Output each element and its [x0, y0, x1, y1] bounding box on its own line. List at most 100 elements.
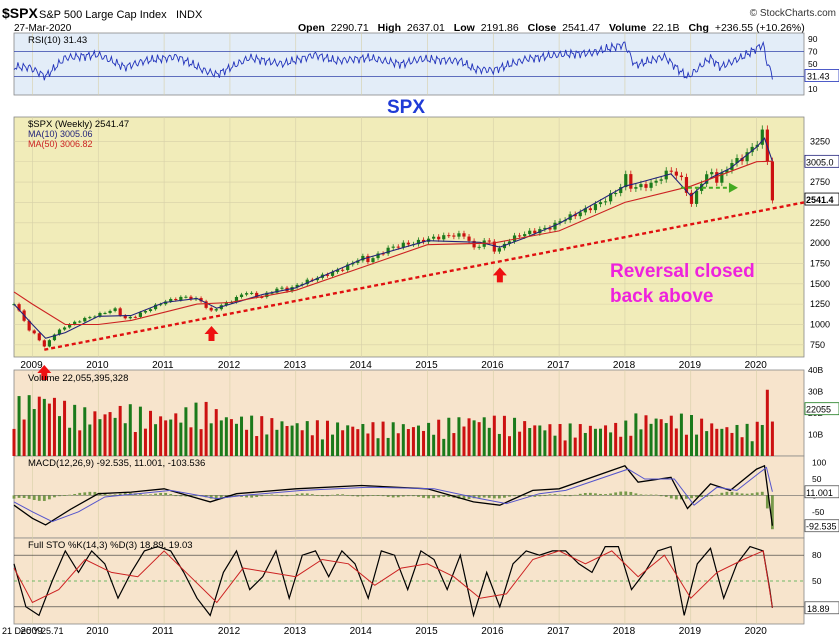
price-candle-body	[543, 227, 547, 230]
macd-histogram-bar	[599, 493, 602, 496]
volume-bar	[690, 415, 694, 456]
macd-histogram-bar	[720, 492, 724, 496]
price-candle-body	[184, 296, 188, 298]
volume-bar	[705, 431, 709, 456]
macd-histogram-bar	[260, 495, 264, 497]
price-candle-body	[169, 299, 173, 302]
volume-bar	[740, 437, 744, 456]
price-candle-body	[17, 304, 21, 311]
macd-histogram-bar	[543, 495, 547, 497]
volume-bar	[629, 435, 633, 456]
price-candle-body	[244, 293, 249, 295]
year-tick-label: 2017	[547, 360, 570, 371]
price-candle-body	[523, 234, 527, 237]
price-candle-body	[108, 310, 112, 313]
year-tick-label: 2012	[218, 360, 241, 371]
price-candle-body	[214, 309, 218, 311]
year-tick-label: 2016	[481, 360, 504, 371]
price-candle-body	[720, 172, 724, 183]
volume-bar	[336, 422, 340, 456]
price-candle-body	[376, 253, 380, 259]
macd-histogram-bar	[209, 495, 213, 499]
price-candle-body	[128, 316, 132, 319]
macd-histogram-bar	[614, 492, 618, 496]
macd-histogram-bar	[594, 493, 597, 496]
price-candle-body	[649, 182, 653, 188]
volume-bar	[174, 413, 178, 456]
macd-histogram-bar	[184, 495, 188, 497]
volume-bar	[457, 417, 461, 456]
rsi-legend: RSI(10) 31.43	[28, 35, 87, 46]
rsi-tick-label: 90	[808, 34, 818, 44]
volume-bar	[123, 423, 127, 456]
macd-histogram-bar	[108, 494, 112, 496]
macd-histogram-bar	[396, 495, 400, 498]
price-candle-body	[224, 302, 228, 306]
volume-bar	[639, 429, 643, 456]
macd-histogram-bar	[230, 495, 233, 497]
macd-histogram-bar	[467, 495, 471, 499]
price-candle-body	[260, 296, 264, 298]
volume-bar	[523, 421, 527, 456]
footer-info: 21 Dec Y-25.71	[2, 626, 64, 636]
volume-bar	[219, 420, 223, 456]
macd-histogram-bar	[705, 495, 709, 497]
volume-bar	[189, 427, 193, 456]
price-candle-body	[654, 180, 658, 183]
price-candle-body	[437, 236, 441, 240]
macd-histogram-bar	[280, 495, 284, 497]
macd-histogram-bar	[118, 493, 122, 496]
price-candle-body	[760, 129, 764, 145]
rsi-tick-label: 50	[808, 59, 818, 69]
volume-bar	[229, 419, 233, 456]
price-tick-label: 1000	[810, 319, 830, 329]
macd-histogram-bar	[725, 491, 729, 496]
volume-bar	[381, 421, 385, 456]
sto-tick-label: 80	[812, 550, 822, 560]
macd-histogram-bar	[245, 495, 248, 498]
price-panel	[13, 116, 805, 358]
volume-bar	[260, 416, 264, 456]
price-candle-body	[88, 317, 92, 319]
volume-bar	[63, 400, 67, 456]
volume-value: 22.1B	[652, 22, 679, 34]
volume-bar	[588, 425, 592, 456]
volume-bar	[245, 429, 249, 456]
price-candle-body	[578, 212, 582, 217]
volume-bar	[416, 425, 420, 456]
macd-histogram-bar	[149, 494, 152, 496]
close-value: 2541.47	[562, 22, 600, 34]
macd-histogram-bar	[391, 495, 395, 498]
year-tick-label: 2011	[152, 360, 174, 371]
volume-bar	[179, 422, 183, 456]
close-label: Close	[528, 22, 557, 34]
price-tick-label: 1750	[810, 258, 830, 268]
rsi-panel	[13, 32, 805, 96]
year-tick-label: 2010	[86, 360, 109, 371]
year-tick-label: 2013	[284, 360, 307, 371]
price-candle-body	[290, 287, 294, 292]
price-candle-body	[497, 248, 501, 252]
volume-bar	[624, 420, 628, 456]
macd-histogram-bar	[629, 491, 633, 496]
price-candle-body	[159, 304, 163, 306]
price-candle-body	[174, 299, 178, 301]
volume-bar	[669, 415, 673, 456]
macd-signal-line	[13, 466, 773, 523]
macd-histogram-bar	[22, 495, 26, 498]
rsi-value-label: 31.43	[807, 72, 830, 82]
year-tick-label: 2019	[679, 360, 702, 371]
volume-bar	[305, 421, 309, 456]
macd-histogram-bar	[42, 495, 46, 501]
volume-bar	[411, 427, 415, 456]
price-candle-body	[588, 208, 592, 211]
price-candle-body	[634, 187, 638, 189]
price-tick-label: 750	[810, 340, 825, 350]
volume-bar	[533, 425, 537, 456]
price-candle-body	[477, 246, 481, 248]
volume-bar	[573, 437, 577, 456]
price-candle-body	[265, 292, 269, 298]
macd-histogram-bar	[442, 495, 446, 497]
volume-bar	[133, 431, 137, 456]
volume-bar	[224, 417, 228, 456]
